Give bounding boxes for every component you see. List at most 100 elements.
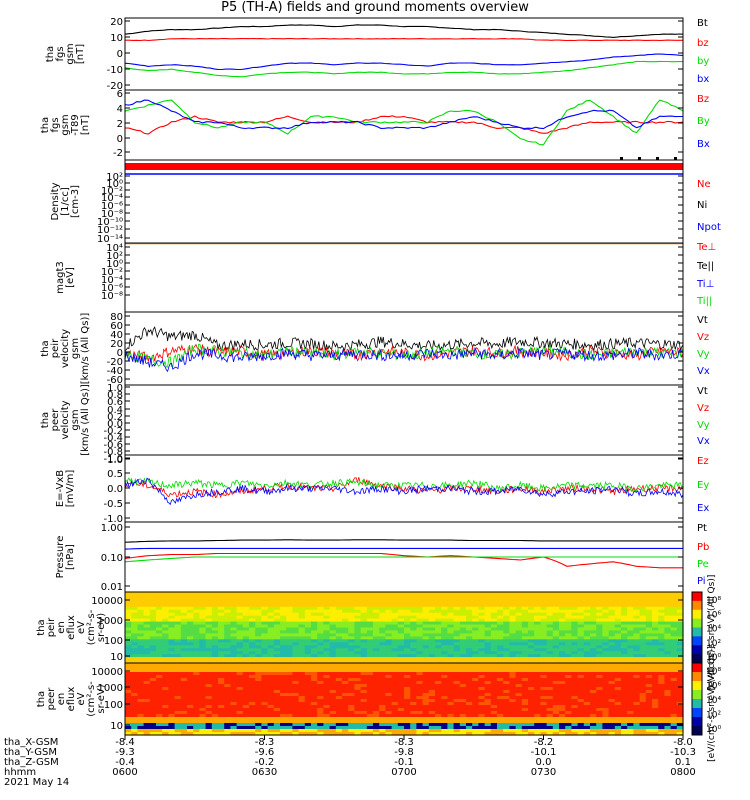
spectrogram-cell bbox=[621, 615, 628, 620]
spectrogram-cell bbox=[187, 630, 194, 635]
spectrogram-cell bbox=[348, 600, 355, 605]
spectrogram-cell bbox=[224, 651, 231, 655]
spectrogram-cell bbox=[596, 687, 603, 691]
spectrogram-cell bbox=[676, 615, 684, 620]
spectrogram-cell bbox=[590, 693, 597, 697]
spectrogram-cell bbox=[397, 594, 405, 599]
spectrogram-cell bbox=[627, 678, 634, 682]
spectrogram-cell bbox=[571, 657, 579, 661]
spectrogram-cell bbox=[379, 663, 386, 667]
spectrogram-cell bbox=[490, 592, 498, 596]
spectrogram-cell bbox=[255, 666, 262, 670]
spectrogram-cell bbox=[490, 594, 498, 599]
spectrogram-cell bbox=[149, 621, 157, 626]
spectrogram-cell bbox=[397, 636, 405, 640]
spectrogram-cell bbox=[230, 618, 238, 623]
spectrogram-cell bbox=[379, 612, 386, 617]
spectrogram-cell bbox=[509, 648, 517, 652]
spectrogram-cell bbox=[459, 603, 467, 608]
spectrogram-cell bbox=[490, 654, 498, 658]
spectrogram-cell bbox=[255, 630, 262, 635]
spectrogram-cell bbox=[304, 684, 312, 688]
spectrogram-cell bbox=[472, 684, 479, 688]
spectrogram-cell bbox=[286, 639, 293, 643]
y-tick-label: 10⁻⁴ bbox=[101, 275, 123, 286]
spectrogram-cell bbox=[180, 732, 188, 736]
spectrogram-cell bbox=[131, 642, 138, 646]
spectrogram-cell bbox=[590, 723, 597, 727]
spectrogram-cell bbox=[280, 675, 287, 679]
spectrogram-cell bbox=[428, 720, 436, 724]
spectrogram-cell bbox=[552, 714, 560, 718]
spectrogram-cell bbox=[404, 714, 411, 718]
spectrogram-cell bbox=[125, 621, 132, 626]
spectrogram-cell bbox=[416, 621, 424, 626]
spectrogram-cell bbox=[236, 690, 244, 694]
spectrogram-cell bbox=[472, 699, 479, 703]
spectrogram-cell bbox=[422, 660, 430, 664]
spectrogram-cell bbox=[162, 636, 169, 640]
spectrogram-cell bbox=[422, 729, 430, 733]
y-tick-label: 10⁻⁸ bbox=[101, 209, 123, 220]
spectrogram-cell bbox=[354, 597, 362, 602]
spectrogram-cell bbox=[453, 663, 461, 667]
spectrogram-cell bbox=[242, 603, 250, 608]
spectrogram-cell bbox=[261, 615, 269, 620]
spectrogram-cell bbox=[205, 717, 213, 721]
spectrogram-cell bbox=[292, 612, 300, 617]
spectrogram-cell bbox=[614, 618, 622, 623]
spectrogram-cell bbox=[168, 684, 176, 688]
spectrogram-cell bbox=[242, 690, 250, 694]
spectrogram-cell bbox=[521, 723, 529, 727]
spectrogram-cell bbox=[304, 666, 312, 670]
spectrogram-cell bbox=[211, 714, 219, 718]
spectrogram-cell bbox=[261, 600, 269, 605]
spectrogram-cell bbox=[236, 666, 244, 670]
spectrogram-cell bbox=[354, 729, 362, 733]
spectrogram-cell bbox=[658, 621, 665, 626]
spectrogram-cell bbox=[571, 621, 579, 626]
spectrogram-cell bbox=[298, 651, 306, 655]
colorbar-swatch bbox=[692, 681, 702, 691]
spectrogram-cell bbox=[317, 618, 324, 623]
spectrogram-cell bbox=[453, 645, 461, 649]
spectrogram-cell bbox=[143, 729, 151, 733]
spectrogram-cell bbox=[335, 675, 343, 679]
spectrogram-cell bbox=[304, 621, 312, 626]
spectrogram-cell bbox=[676, 699, 684, 703]
spectrogram-cell bbox=[441, 609, 448, 614]
spectrogram-cell bbox=[509, 678, 517, 682]
spectrogram-cell bbox=[174, 663, 182, 667]
spectrogram-cell bbox=[366, 609, 374, 614]
spectrogram-cell bbox=[627, 621, 634, 626]
spectrogram-cell bbox=[335, 669, 343, 673]
spectrogram-cell bbox=[621, 654, 628, 658]
spectrogram-cell bbox=[397, 723, 405, 727]
spectrogram-cell bbox=[515, 633, 523, 637]
spectrogram-cell bbox=[633, 732, 641, 736]
spectrogram-cell bbox=[602, 624, 610, 629]
spectrogram-cell bbox=[373, 684, 380, 688]
spectrogram-cell bbox=[521, 594, 529, 599]
spectrogram-cell bbox=[236, 657, 244, 661]
spectrogram-cell bbox=[211, 729, 219, 733]
spectrogram-cell bbox=[577, 672, 585, 676]
spectrogram-cell bbox=[180, 621, 188, 626]
spectrogram-cell bbox=[168, 594, 176, 599]
spectrogram-cell bbox=[546, 648, 554, 652]
spectrogram-cell bbox=[273, 681, 281, 685]
spectrogram-cell bbox=[453, 651, 461, 655]
spectrogram-cell bbox=[379, 627, 386, 632]
series-Ey bbox=[124, 477, 684, 493]
spectrogram-cell bbox=[205, 732, 213, 736]
spectrogram-cell bbox=[410, 687, 417, 691]
spectrogram-cell bbox=[397, 642, 405, 646]
spectrogram-cell bbox=[162, 726, 169, 730]
spectrogram-cell bbox=[273, 708, 281, 712]
spectrogram-cell bbox=[652, 603, 659, 608]
spectrogram-cell bbox=[224, 705, 231, 709]
spectrogram-cell bbox=[224, 672, 231, 676]
spectrogram-cell bbox=[416, 633, 424, 637]
density-marker bbox=[674, 157, 677, 160]
spectrogram-cell bbox=[453, 717, 461, 721]
